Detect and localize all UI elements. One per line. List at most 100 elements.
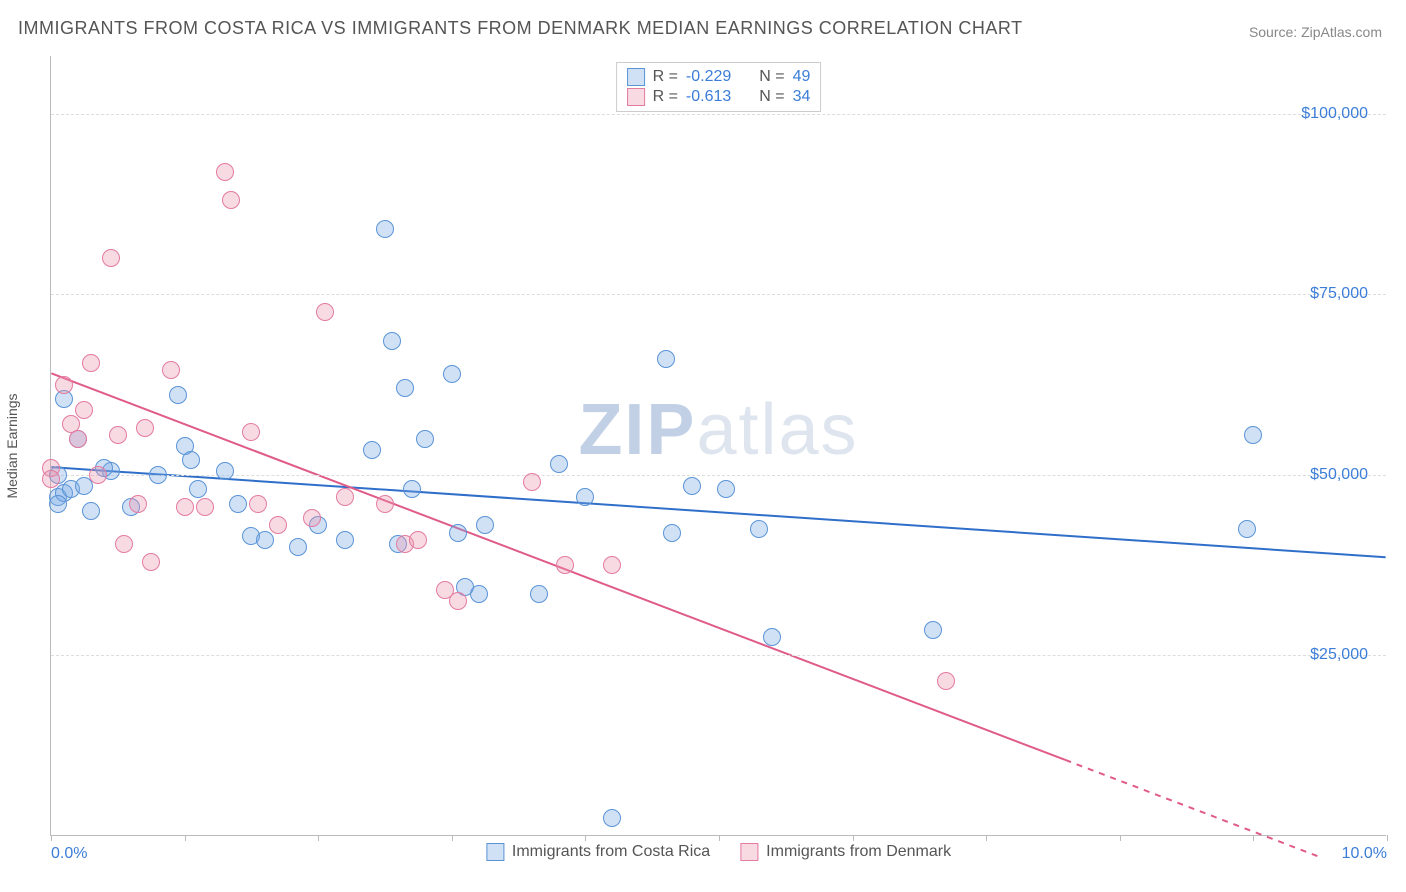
y-tick-label: $25,000 xyxy=(1310,646,1368,664)
data-point-costa_rica xyxy=(149,466,167,484)
data-point-costa_rica xyxy=(924,621,942,639)
data-point-costa_rica xyxy=(216,462,234,480)
legend-item-costa_rica: Immigrants from Costa Rica xyxy=(486,843,710,861)
r-value-denmark: -0.613 xyxy=(686,88,731,106)
x-tick xyxy=(585,835,586,841)
n-label: N = xyxy=(759,88,784,106)
chart-title: IMMIGRANTS FROM COSTA RICA VS IMMIGRANTS… xyxy=(18,18,1023,39)
data-point-denmark xyxy=(142,553,160,571)
x-tick xyxy=(853,835,854,841)
swatch-costa_rica xyxy=(627,68,645,86)
n-label: N = xyxy=(759,68,784,86)
n-value-denmark: 34 xyxy=(793,88,811,106)
x-tick xyxy=(986,835,987,841)
data-point-costa_rica xyxy=(1238,520,1256,538)
x-tick xyxy=(318,835,319,841)
x-tick xyxy=(51,835,52,841)
data-point-denmark xyxy=(409,531,427,549)
stats-row-denmark: R = -0.613 N = 34 xyxy=(627,87,811,107)
stats-row-costa_rica: R =-0.229N =49 xyxy=(627,67,811,87)
data-point-denmark xyxy=(109,426,127,444)
data-point-denmark xyxy=(937,672,955,690)
data-point-costa_rica xyxy=(256,531,274,549)
data-point-denmark xyxy=(556,556,574,574)
data-point-costa_rica xyxy=(603,809,621,827)
plot-area: ZIPatlas R =-0.229N =49R =-0.613N =34 Im… xyxy=(50,56,1386,836)
y-axis-label: Median Earnings xyxy=(4,393,20,498)
n-value-costa_rica: 49 xyxy=(793,68,811,86)
data-point-costa_rica xyxy=(717,480,735,498)
data-point-costa_rica xyxy=(289,538,307,556)
data-point-denmark xyxy=(115,535,133,553)
x-tick xyxy=(1120,835,1121,841)
data-point-denmark xyxy=(136,419,154,437)
x-tick xyxy=(719,835,720,841)
y-tick-label: $100,000 xyxy=(1301,105,1368,123)
trend-line-denmark-dashed xyxy=(1065,760,1319,857)
data-point-costa_rica xyxy=(363,441,381,459)
data-point-denmark xyxy=(336,488,354,506)
data-point-costa_rica xyxy=(82,502,100,520)
data-point-denmark xyxy=(129,495,147,513)
stats-legend-box: R = -0.229 N = 49R = -0.613 N = 34 xyxy=(616,62,822,112)
data-point-costa_rica xyxy=(1244,426,1262,444)
data-point-costa_rica xyxy=(396,379,414,397)
data-point-denmark xyxy=(523,473,541,491)
x-tick xyxy=(185,835,186,841)
data-point-costa_rica xyxy=(336,531,354,549)
data-point-denmark xyxy=(376,495,394,513)
data-point-costa_rica xyxy=(657,350,675,368)
data-point-denmark xyxy=(249,495,267,513)
data-point-costa_rica xyxy=(476,516,494,534)
data-point-costa_rica xyxy=(576,488,594,506)
data-point-costa_rica xyxy=(189,480,207,498)
data-point-denmark xyxy=(176,498,194,516)
data-point-costa_rica xyxy=(550,455,568,473)
gridline xyxy=(51,655,1386,656)
series-legend: Immigrants from Costa Rica Immigrants fro… xyxy=(486,843,951,861)
data-point-denmark xyxy=(82,354,100,372)
legend-label-denmark: Immigrants from Denmark xyxy=(766,843,951,861)
data-point-costa_rica xyxy=(229,495,247,513)
gridline xyxy=(51,114,1386,115)
x-tick-label: 10.0% xyxy=(1342,845,1387,863)
data-point-denmark xyxy=(89,466,107,484)
data-point-denmark xyxy=(603,556,621,574)
data-point-costa_rica xyxy=(530,585,548,603)
legend-swatch-denmark xyxy=(740,843,758,861)
data-point-costa_rica xyxy=(416,430,434,448)
data-point-costa_rica xyxy=(663,524,681,542)
swatch-denmark xyxy=(627,88,645,106)
data-point-denmark xyxy=(303,509,321,527)
data-point-denmark xyxy=(269,516,287,534)
data-point-denmark xyxy=(242,423,260,441)
r-value-costa_rica: -0.229 xyxy=(686,68,731,86)
r-label: R = xyxy=(653,88,678,106)
data-point-denmark xyxy=(316,303,334,321)
x-tick xyxy=(1387,835,1388,841)
legend-label-costa_rica: Immigrants from Costa Rica xyxy=(512,843,710,861)
watermark-bold: ZIP xyxy=(578,390,696,470)
data-point-denmark xyxy=(102,249,120,267)
data-point-denmark xyxy=(75,401,93,419)
data-point-denmark xyxy=(449,592,467,610)
y-tick-label: $75,000 xyxy=(1310,285,1368,303)
legend-item-denmark: Immigrants from Denmark xyxy=(740,843,951,861)
trend-lines-layer xyxy=(51,56,1386,835)
data-point-denmark xyxy=(216,163,234,181)
data-point-costa_rica xyxy=(470,585,488,603)
y-tick-label: $50,000 xyxy=(1310,466,1368,484)
data-point-costa_rica xyxy=(763,628,781,646)
data-point-denmark xyxy=(69,430,87,448)
data-point-costa_rica xyxy=(49,495,67,513)
data-point-denmark xyxy=(42,470,60,488)
data-point-costa_rica xyxy=(169,386,187,404)
gridline xyxy=(51,294,1386,295)
legend-swatch-costa_rica xyxy=(486,843,504,861)
data-point-costa_rica xyxy=(683,477,701,495)
data-point-denmark xyxy=(55,376,73,394)
data-point-costa_rica xyxy=(750,520,768,538)
data-point-denmark xyxy=(162,361,180,379)
data-point-costa_rica xyxy=(443,365,461,383)
data-point-costa_rica xyxy=(376,220,394,238)
